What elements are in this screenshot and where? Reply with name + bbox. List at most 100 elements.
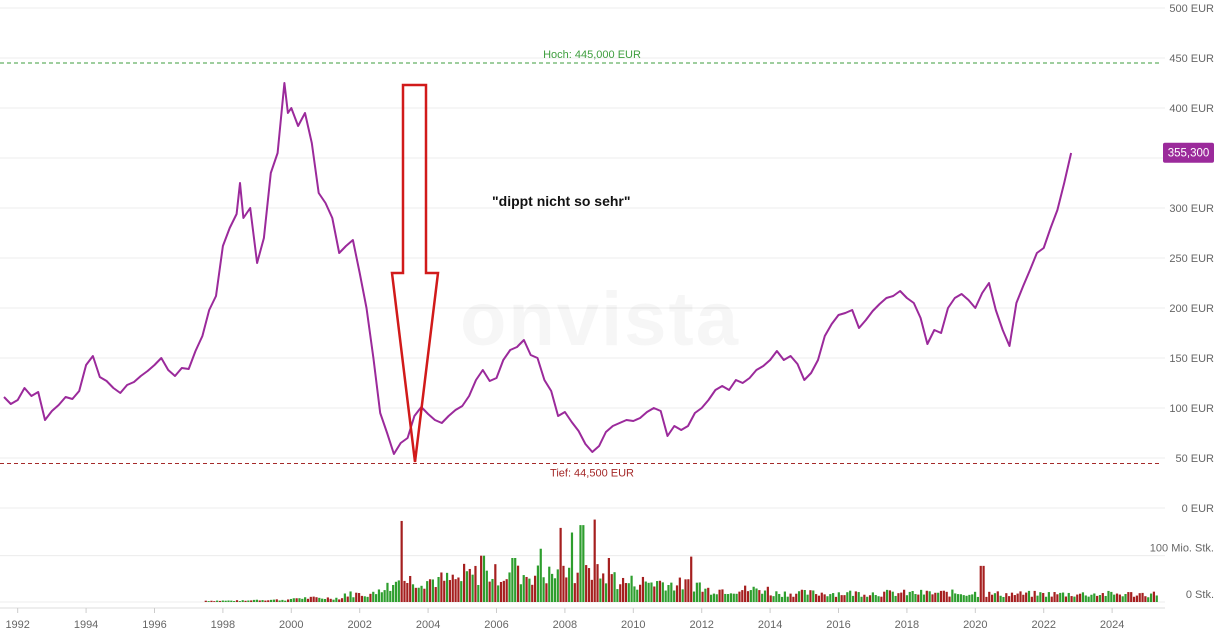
volume-bar bbox=[786, 596, 789, 602]
volume-bar bbox=[272, 599, 276, 602]
volume-bar bbox=[1087, 596, 1090, 602]
volume-bar bbox=[1025, 592, 1028, 602]
volume-bar bbox=[551, 573, 554, 602]
volume-bar bbox=[1033, 590, 1036, 602]
y-axis-labels: 0 EUR 50 EUR 100 EUR 150 EUR 200 EUR 250 EUR 3… bbox=[1169, 3, 1214, 515]
volume-bar bbox=[1118, 594, 1121, 602]
volume-bar bbox=[525, 576, 528, 602]
volume-bar bbox=[1096, 595, 1099, 602]
volume-bar bbox=[258, 600, 261, 602]
volume-bar bbox=[1113, 594, 1116, 602]
y-tick-label: 300 EUR bbox=[1169, 203, 1214, 215]
y-tick-label: 0 EUR bbox=[1182, 503, 1214, 515]
x-tick-label: 2002 bbox=[347, 619, 371, 631]
volume-bar bbox=[769, 595, 772, 602]
volume-bar bbox=[925, 590, 928, 602]
volume-bar bbox=[993, 593, 997, 602]
volume-bar bbox=[1098, 595, 1102, 602]
volume-bar bbox=[1076, 594, 1079, 602]
volume-bar bbox=[959, 594, 962, 602]
volume-bar bbox=[636, 589, 639, 602]
volume-bar bbox=[715, 594, 718, 602]
volume-bar bbox=[897, 593, 900, 602]
volume-bar bbox=[1079, 593, 1082, 602]
volume-bar bbox=[216, 600, 219, 602]
volume-bar bbox=[516, 565, 520, 602]
volume-bar bbox=[945, 591, 948, 602]
volume-bar bbox=[823, 594, 826, 602]
volume-bar bbox=[261, 600, 264, 602]
volume-bar bbox=[204, 600, 207, 602]
volume-bar bbox=[962, 595, 965, 602]
volume-bar bbox=[252, 599, 256, 602]
volume-bar bbox=[434, 587, 437, 602]
volume-bar bbox=[885, 589, 889, 602]
volume-bar bbox=[704, 588, 707, 602]
volume-bar bbox=[323, 598, 327, 602]
volume-bar bbox=[536, 565, 540, 602]
volume-bar bbox=[224, 600, 227, 602]
volume-bar bbox=[738, 591, 741, 602]
volume-bar bbox=[917, 594, 920, 602]
volume-bar bbox=[267, 600, 270, 602]
volume-bar bbox=[687, 579, 690, 602]
x-tick-label: 2000 bbox=[279, 619, 303, 631]
volume-bar bbox=[1027, 590, 1031, 602]
volume-bar bbox=[287, 599, 290, 602]
volume-bar bbox=[394, 581, 398, 602]
x-tick-label: 2012 bbox=[689, 619, 713, 631]
volume-bar bbox=[763, 590, 767, 602]
volume-bar bbox=[891, 591, 894, 602]
y-tick-label: 250 EUR bbox=[1169, 253, 1214, 265]
x-tick-label: 2004 bbox=[416, 619, 440, 631]
volume-bar bbox=[727, 594, 730, 602]
volume-bar bbox=[355, 592, 358, 602]
x-tick-label: 1992 bbox=[5, 619, 29, 631]
volume-bar bbox=[599, 578, 602, 602]
volume-bar bbox=[491, 578, 494, 602]
volume-bar bbox=[437, 576, 440, 602]
volume-bar bbox=[937, 592, 940, 602]
volume-bar bbox=[613, 572, 616, 602]
volume-bar bbox=[377, 589, 381, 602]
volume-bar bbox=[579, 525, 582, 602]
volume-bar bbox=[667, 585, 670, 602]
volume-bar bbox=[812, 590, 815, 602]
volume-bar bbox=[255, 599, 258, 602]
volume-bar bbox=[281, 599, 284, 602]
volume-bar bbox=[619, 584, 622, 602]
volume-bar bbox=[673, 590, 676, 602]
volume-bar bbox=[621, 577, 625, 602]
reference-lines: Hoch: 445,000 EUR Tief: 44,500 EUR bbox=[0, 49, 1160, 480]
volume-bar bbox=[380, 592, 383, 602]
volume-bar bbox=[559, 527, 562, 602]
x-tick-label: 1996 bbox=[142, 619, 166, 631]
volume-bar bbox=[528, 578, 531, 602]
volume-bar bbox=[752, 586, 755, 602]
x-tick-label: 2016 bbox=[826, 619, 850, 631]
x-tick-label: 2024 bbox=[1100, 619, 1124, 631]
volume-bar bbox=[238, 601, 241, 602]
volume-bar bbox=[562, 565, 565, 602]
volume-bar bbox=[650, 582, 653, 602]
volume-bar bbox=[409, 575, 412, 602]
volume-bar bbox=[951, 589, 954, 602]
volume-bar bbox=[582, 525, 585, 602]
volume-bar bbox=[1047, 592, 1050, 602]
volume-bar bbox=[499, 581, 503, 602]
volume-bar bbox=[304, 597, 307, 602]
volume-bar bbox=[780, 596, 784, 602]
volume-bar bbox=[312, 596, 315, 602]
volume-bar bbox=[772, 596, 775, 602]
volume-bar bbox=[920, 589, 923, 602]
volume-bar bbox=[956, 594, 960, 602]
volume-bar bbox=[1127, 592, 1130, 602]
volume-bar bbox=[627, 583, 630, 602]
volume-bar bbox=[417, 587, 420, 602]
volume-bar bbox=[298, 598, 301, 602]
volume-bar bbox=[545, 583, 548, 602]
volume-bar bbox=[795, 593, 798, 602]
volume-bar bbox=[1016, 593, 1019, 602]
volume-bar bbox=[971, 594, 974, 602]
volume-bar bbox=[494, 564, 497, 602]
